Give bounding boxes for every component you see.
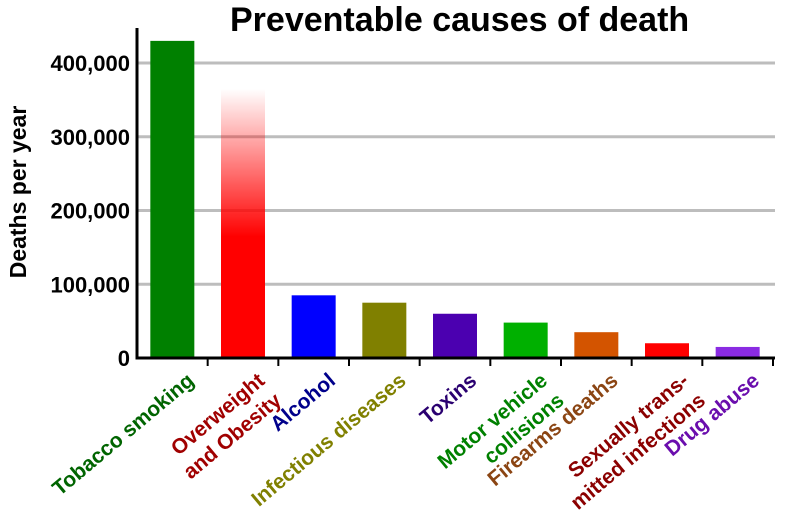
bars <box>150 40 760 358</box>
chart-title: Preventable causes of death <box>230 1 689 39</box>
bar <box>362 302 407 358</box>
bar <box>645 343 689 358</box>
bar <box>503 322 548 358</box>
bar <box>150 40 195 358</box>
bar <box>574 332 619 358</box>
y-axis-label: Deaths per year <box>5 106 31 279</box>
y-tick-labels: 0 100,000 200,000 300,000 400,000 <box>50 51 130 371</box>
y-tick-label: 400,000 <box>50 51 130 76</box>
bar <box>715 346 760 358</box>
y-tick-label: 100,000 <box>50 272 130 297</box>
x-tick-label: Toxins <box>416 369 481 429</box>
bar <box>291 295 336 358</box>
y-tick-label: 0 <box>118 346 130 371</box>
y-tick-label: 300,000 <box>50 125 130 150</box>
bar <box>433 313 477 358</box>
bar <box>221 88 265 358</box>
y-tick-label: 200,000 <box>50 199 130 224</box>
axes <box>135 28 775 366</box>
